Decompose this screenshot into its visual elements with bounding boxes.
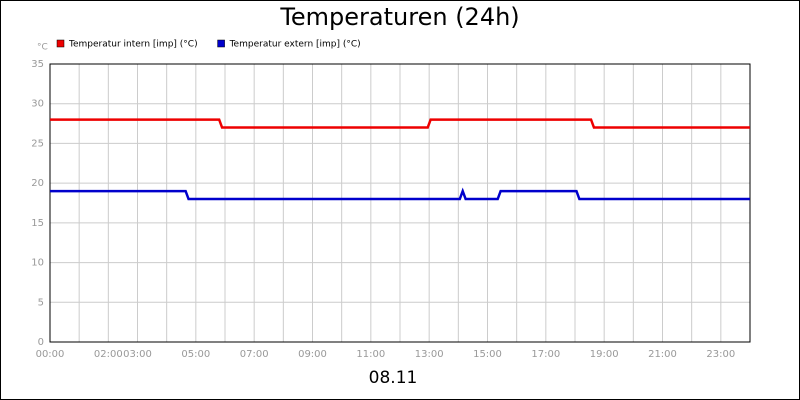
x-tick-label: 19:00 — [590, 349, 619, 360]
series-line — [50, 118, 750, 129]
plot-frame — [49, 63, 751, 343]
x-tick-label: 02:00 — [94, 349, 123, 360]
x-tick-label: 17:00 — [531, 349, 560, 360]
y-tick-label: 0 — [38, 337, 44, 348]
x-tick-label: 03:00 — [123, 349, 152, 360]
x-tick-label: 21:00 — [648, 349, 677, 360]
legend-swatch — [217, 39, 225, 48]
x-tick-label: 11:00 — [356, 349, 385, 360]
x-tick-label: 23:00 — [706, 349, 735, 360]
y-tick-label: 5 — [38, 297, 44, 308]
x-tick-label: 13:00 — [415, 349, 444, 360]
y-unit: °C — [37, 43, 48, 53]
legend-swatch — [56, 39, 65, 48]
y-tick-label: 30 — [31, 99, 44, 110]
y-tick-label: 35 — [31, 59, 44, 70]
y-tick-label: 20 — [31, 178, 44, 189]
x-tick-label: 07:00 — [240, 349, 269, 360]
chart-title: Temperaturen (24h) — [279, 3, 519, 31]
y-tick-label: 15 — [31, 218, 44, 229]
y-tick-label: 10 — [31, 258, 44, 269]
x-tick-label: 00:00 — [36, 349, 65, 360]
x-label: 08.11 — [369, 368, 418, 388]
x-tick-label: 15:00 — [473, 349, 502, 360]
legend-label: Temperatur intern [imp] (°C) — [68, 40, 198, 50]
legend-label: Temperatur extern [imp] (°C) — [229, 40, 361, 50]
y-tick-label: 25 — [31, 138, 44, 149]
x-tick-label: 05:00 — [181, 349, 210, 360]
series-line — [50, 187, 750, 201]
x-tick-label: 09:00 — [298, 349, 327, 360]
